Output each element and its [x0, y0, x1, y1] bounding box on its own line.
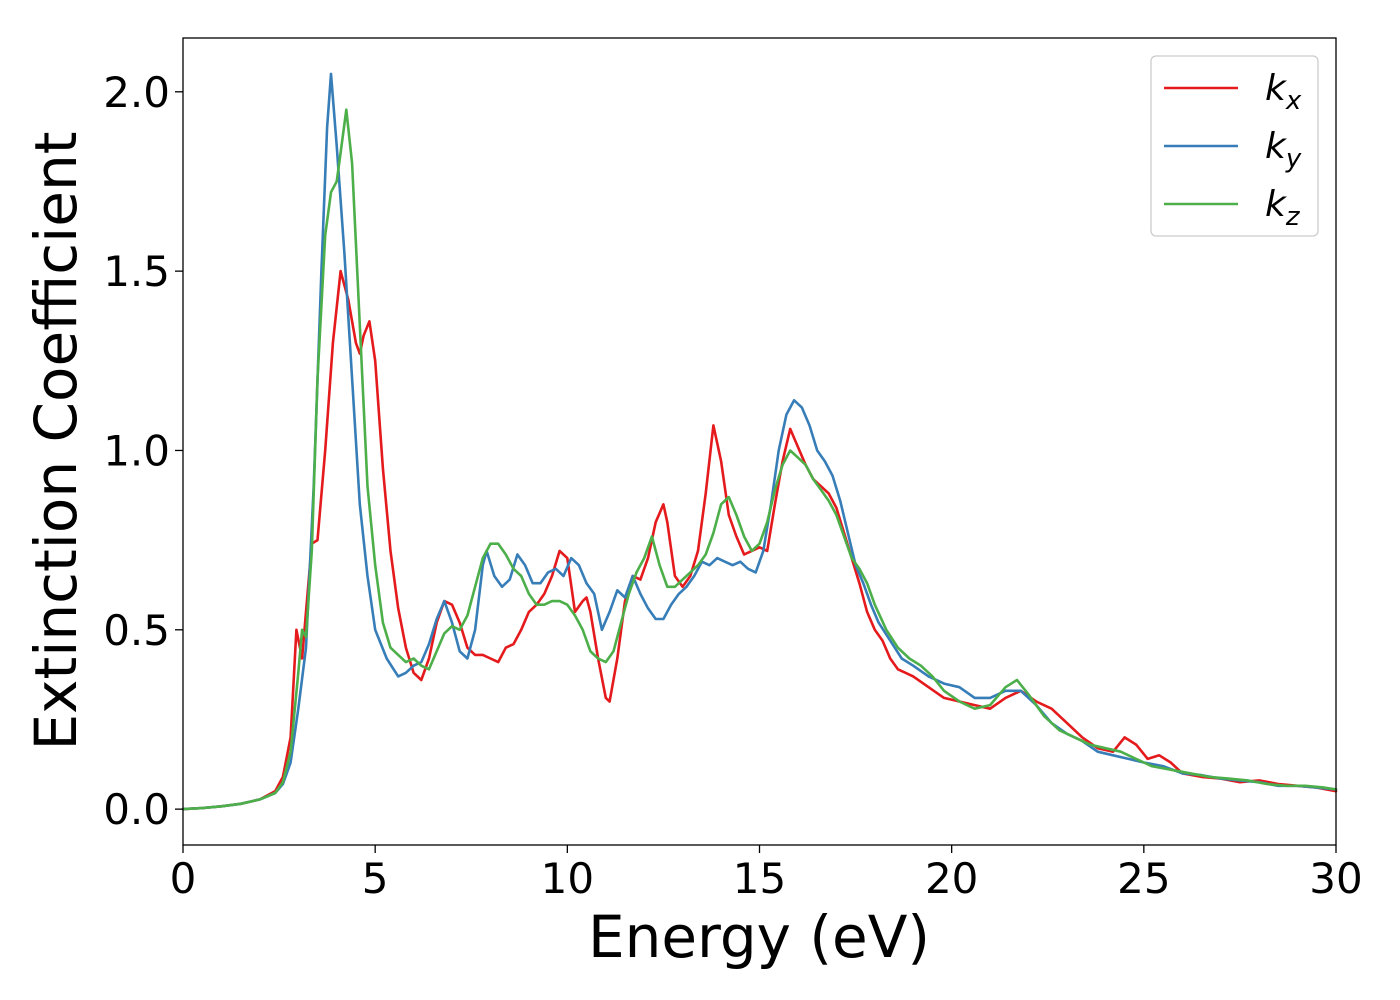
legend-label-x: kx [1265, 68, 1302, 116]
series-line-z [181, 108, 1338, 811]
y-tick-label: 0.5 [103, 606, 170, 655]
y-tick-label: 1.5 [103, 247, 170, 296]
y-axis-ticks: 0.0 0.5 1.0 1.5 2.0 [103, 68, 183, 834]
x-tick-label: 30 [1309, 854, 1362, 903]
x-tick-label: 20 [925, 854, 978, 903]
x-tick-label: 10 [541, 854, 594, 903]
y-tick-label: 1.0 [103, 426, 170, 475]
series-layer [181, 72, 1338, 811]
x-axis-ticks: 0 5 10 15 20 25 30 [170, 845, 1363, 903]
legend-label-y: ky [1265, 126, 1302, 174]
x-axis-title: Energy (eV) [588, 903, 930, 971]
x-tick-label: 5 [362, 854, 389, 903]
y-axis-title: Extinction Coefficient [22, 132, 90, 751]
series-line-y [181, 72, 1338, 811]
x-tick-label: 0 [170, 854, 197, 903]
y-tick-label: 0.0 [103, 785, 170, 834]
y-tick-label: 2.0 [103, 68, 170, 117]
x-tick-label: 25 [1117, 854, 1170, 903]
x-tick-label: 15 [733, 854, 786, 903]
